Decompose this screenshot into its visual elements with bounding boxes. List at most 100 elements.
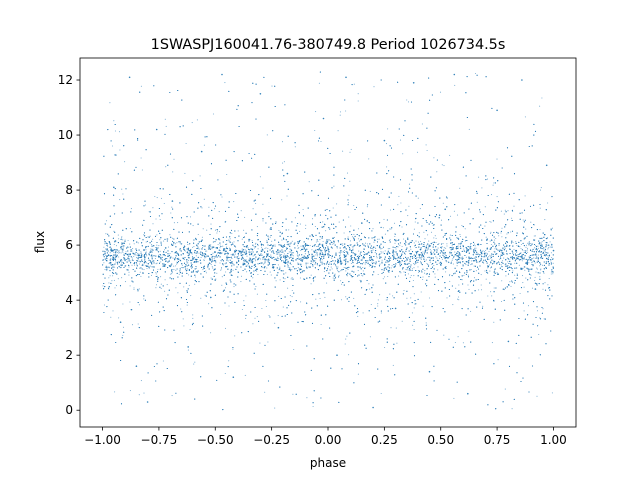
scatter-point [166, 284, 168, 286]
scatter-point [435, 237, 437, 239]
scatter-point [323, 253, 325, 255]
scatter-point [449, 253, 451, 255]
scatter-point [302, 259, 304, 261]
scatter-point [155, 271, 157, 273]
scatter-point [155, 263, 157, 265]
scatter-point [282, 306, 284, 308]
scatter-point [151, 266, 153, 268]
scatter-point [131, 264, 133, 266]
scatter-point [547, 284, 549, 286]
scatter-point [377, 238, 379, 240]
scatter-point [418, 271, 420, 273]
scatter-point [518, 264, 520, 266]
scatter-point [459, 262, 461, 264]
scatter-point [119, 199, 121, 201]
scatter-point [211, 257, 213, 260]
scatter-point [413, 228, 415, 230]
scatter-point [482, 250, 484, 252]
scatter-point [523, 258, 525, 260]
scatter-point [285, 247, 287, 249]
scatter-point [119, 251, 121, 254]
scatter-point [446, 243, 448, 245]
scatter-point [512, 241, 514, 244]
scatter-point [183, 247, 185, 249]
scatter-point [362, 266, 364, 269]
scatter-point [263, 258, 265, 260]
scatter-point [177, 259, 179, 261]
scatter-point [286, 243, 288, 245]
scatter-point [449, 154, 451, 156]
scatter-point [220, 313, 222, 316]
scatter-point [458, 299, 460, 301]
scatter-point [452, 258, 454, 260]
scatter-point [433, 237, 435, 239]
scatter-point [456, 237, 458, 239]
scatter-point [136, 257, 138, 259]
scatter-point [401, 245, 403, 248]
scatter-point [124, 239, 126, 241]
scatter-point [322, 221, 324, 223]
scatter-point [435, 256, 437, 258]
scatter-point [201, 247, 204, 249]
scatter-point [384, 250, 386, 252]
scatter-point [426, 149, 428, 152]
scatter-point [160, 241, 162, 243]
scatter-point [255, 285, 257, 288]
scatter-point [536, 255, 538, 258]
scatter-point [372, 228, 374, 230]
scatter-point [493, 287, 495, 289]
scatter-point [124, 281, 127, 283]
scatter-point [392, 253, 394, 255]
scatter-point [267, 237, 269, 239]
scatter-point [120, 262, 122, 264]
scatter-point [291, 289, 293, 292]
scatter-point [418, 243, 420, 245]
scatter-point [347, 202, 350, 204]
scatter-point [227, 260, 229, 262]
scatter-point [184, 250, 186, 252]
scatter-point [184, 258, 186, 261]
scatter-point [370, 303, 372, 306]
scatter-point [442, 243, 444, 245]
scatter-point [138, 288, 140, 290]
scatter-point [345, 259, 347, 261]
scatter-point [187, 349, 189, 351]
scatter-point [289, 295, 291, 297]
scatter-point [132, 248, 134, 250]
scatter-point [151, 257, 153, 259]
scatter-point [496, 272, 498, 274]
scatter-point [151, 255, 153, 257]
scatter-point [300, 250, 302, 252]
scatter-point [245, 259, 247, 261]
scatter-point [224, 287, 227, 289]
scatter-point [225, 252, 228, 254]
scatter-point [317, 240, 319, 243]
scatter-point [298, 263, 300, 265]
scatter-point [501, 280, 503, 282]
scatter-point [522, 282, 524, 284]
scatter-point [206, 250, 208, 252]
scatter-point [310, 261, 312, 263]
scatter-point [464, 228, 466, 230]
scatter-point [253, 245, 255, 248]
scatter-point [307, 262, 309, 264]
scatter-point [443, 247, 445, 249]
scatter-point [397, 246, 399, 248]
scatter-point [105, 256, 108, 259]
scatter-point [243, 261, 245, 263]
scatter-point [216, 230, 219, 232]
scatter-point [523, 310, 525, 312]
scatter-point [495, 237, 497, 240]
scatter-point [254, 243, 256, 245]
scatter-point [312, 261, 314, 263]
scatter-point [279, 251, 281, 254]
scatter-point [121, 236, 123, 238]
scatter-point [520, 247, 522, 250]
scatter-point [155, 218, 157, 220]
scatter-point [149, 235, 151, 237]
scatter-point [344, 343, 346, 345]
scatter-point [339, 114, 341, 116]
scatter-point [416, 151, 419, 153]
scatter-point [327, 266, 330, 268]
scatter-point [171, 206, 173, 208]
